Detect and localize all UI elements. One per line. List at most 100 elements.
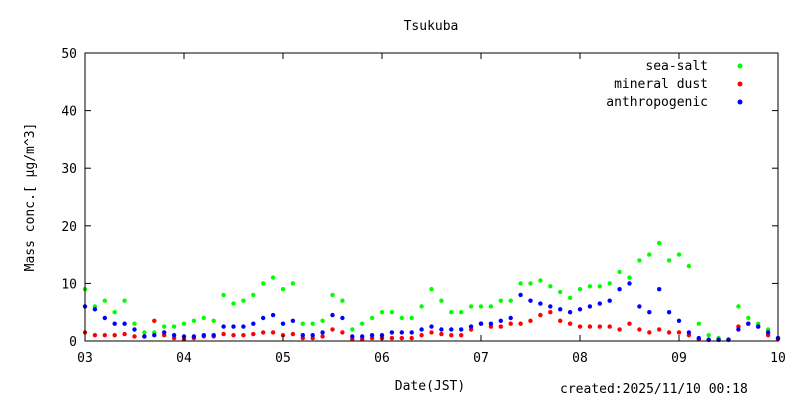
data-point [369, 333, 375, 338]
data-point [221, 292, 226, 298]
data-point [132, 327, 137, 332]
data-point [320, 334, 325, 339]
data-points [82, 240, 781, 342]
data-point [399, 315, 404, 321]
data-point [597, 301, 602, 306]
y-tick-label: 40 [61, 105, 77, 120]
data-point [449, 333, 454, 338]
data-point [251, 292, 256, 298]
data-point [627, 281, 632, 286]
data-point [676, 318, 682, 323]
data-point [587, 324, 593, 329]
data-point [340, 315, 345, 321]
data-point [508, 315, 513, 321]
data-point [330, 292, 335, 298]
data-point [211, 318, 216, 323]
data-point [449, 310, 454, 315]
axis-ticks: 0 10 20 30 40 50 03 04 05 06 07 08 09 10 [61, 47, 785, 366]
legend: sea-salt mineral dust anthropogenic [606, 59, 743, 110]
x-tick-label: 09 [671, 351, 687, 366]
data-point [548, 304, 553, 309]
y-tick-label: 0 [69, 335, 77, 350]
data-point [637, 304, 642, 309]
data-point [548, 310, 553, 315]
data-point [468, 304, 474, 309]
data-point [340, 298, 345, 303]
data-point [221, 331, 226, 337]
data-point [360, 321, 365, 326]
data-point [350, 334, 355, 339]
data-point [577, 287, 583, 292]
data-point [449, 327, 454, 332]
data-point [251, 331, 256, 337]
data-point [369, 315, 375, 321]
data-point [657, 327, 662, 332]
data-point [468, 324, 474, 329]
data-point [706, 333, 711, 338]
data-point [518, 292, 523, 298]
data-point [429, 287, 434, 292]
data-point [261, 315, 266, 321]
x-tick-label: 04 [176, 351, 192, 366]
data-point [617, 287, 622, 292]
y-tick-label: 10 [61, 277, 77, 292]
data-point [429, 330, 434, 335]
data-point [587, 304, 593, 309]
data-point [171, 333, 177, 338]
data-point [221, 324, 226, 329]
data-point [459, 333, 464, 338]
data-point [270, 275, 276, 280]
data-point [162, 330, 167, 335]
data-point [647, 310, 652, 315]
data-point [112, 310, 117, 315]
data-point [122, 298, 127, 303]
data-point [459, 327, 464, 332]
data-point [558, 318, 563, 323]
x-tick-label: 08 [572, 351, 588, 366]
data-point [558, 289, 563, 295]
data-point [310, 333, 315, 338]
data-point [389, 310, 395, 315]
data-point [142, 330, 147, 335]
data-point [746, 321, 751, 326]
y-tick-label: 30 [61, 162, 77, 177]
series-anthropogenic [82, 281, 781, 342]
data-point [439, 327, 444, 332]
data-point [607, 281, 612, 286]
data-point [538, 312, 543, 318]
data-point [647, 252, 652, 257]
data-point [191, 334, 197, 339]
data-point [627, 275, 632, 280]
data-point [746, 315, 751, 321]
data-point [459, 310, 464, 315]
data-point [439, 298, 444, 303]
data-point [389, 335, 395, 341]
data-point [627, 321, 632, 326]
data-point [488, 304, 494, 309]
data-point [152, 318, 157, 323]
data-point [320, 330, 325, 335]
data-point [756, 324, 761, 329]
data-point [92, 333, 98, 338]
data-point [676, 330, 682, 335]
data-point [488, 321, 494, 326]
data-point [181, 321, 187, 326]
data-point [360, 334, 365, 339]
legend-marker [737, 99, 743, 105]
y-tick-label: 50 [61, 47, 77, 62]
data-point [409, 315, 414, 321]
data-point [647, 330, 652, 335]
data-point [528, 318, 533, 323]
legend-label: mineral dust [614, 77, 708, 92]
data-point [597, 284, 602, 289]
x-axis-label: Date(JST) [395, 379, 465, 394]
data-point [696, 321, 701, 326]
data-point [241, 324, 246, 329]
data-point [132, 334, 137, 339]
data-point [567, 310, 573, 315]
data-point [558, 307, 563, 312]
data-point [765, 330, 771, 335]
data-point [528, 298, 533, 303]
data-point [518, 281, 523, 286]
data-point [310, 321, 315, 326]
